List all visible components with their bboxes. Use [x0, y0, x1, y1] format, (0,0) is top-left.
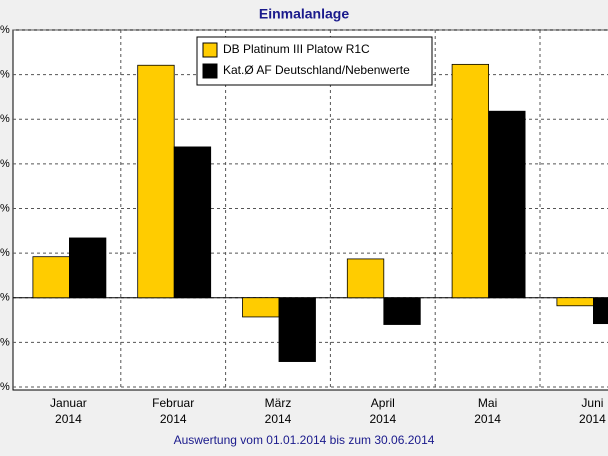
bar — [69, 237, 107, 299]
bar — [451, 63, 490, 299]
x-tick-label-line: Februar — [152, 396, 194, 410]
legend-swatch — [202, 42, 218, 58]
x-tick-label: Februar 2014 — [152, 396, 194, 426]
bar — [32, 256, 70, 299]
legend-label: Kat.Ø AF Deutschland/Nebenwerte — [223, 63, 410, 77]
bar — [488, 110, 526, 299]
bar — [278, 297, 316, 362]
bar — [137, 64, 175, 299]
x-tick-label-line: 2014 — [55, 412, 82, 426]
x-tick-label-line: Januar — [50, 396, 87, 410]
x-tick-label-line: Mai — [478, 396, 497, 410]
x-tick-label-line: April — [371, 396, 395, 410]
x-tick-label: Juni 2014 — [579, 396, 606, 426]
bar — [242, 297, 280, 318]
x-tick-label-line: Juni — [581, 396, 603, 410]
y-tick-label: % — [0, 113, 10, 125]
bar — [556, 297, 594, 307]
y-tick-label: % — [0, 336, 10, 348]
y-tick-label: % — [0, 247, 10, 259]
x-tick-label-line: 2014 — [579, 412, 606, 426]
x-tick-label-line: März — [265, 396, 292, 410]
legend-box — [196, 36, 433, 86]
bar — [346, 258, 385, 299]
x-tick-label: Januar 2014 — [50, 396, 87, 426]
x-tick-label: März 2014 — [265, 396, 292, 426]
y-tick-label: % — [0, 292, 10, 304]
y-tick-label: % — [0, 24, 10, 36]
chart-subtitle: Auswertung vom 01.01.2014 bis zum 30.06.… — [174, 433, 435, 447]
bar — [173, 146, 212, 299]
y-tick-label: % — [0, 381, 10, 393]
bar — [383, 297, 421, 325]
y-tick-label: % — [0, 69, 10, 81]
chart-title: Einmalanlage — [259, 6, 349, 22]
x-tick-label: Mai 2014 — [474, 396, 501, 426]
bar — [593, 297, 608, 325]
x-tick-label: April 2014 — [369, 396, 396, 426]
x-tick-label-line: 2014 — [369, 412, 396, 426]
x-tick-label-line: 2014 — [474, 412, 501, 426]
y-tick-label: % — [0, 202, 10, 214]
x-tick-label-line: 2014 — [160, 412, 187, 426]
x-tick-label-line: 2014 — [265, 412, 292, 426]
legend-label: DB Platinum III Platow R1C — [223, 42, 370, 56]
y-tick-label: % — [0, 158, 10, 170]
legend-swatch — [202, 63, 218, 79]
